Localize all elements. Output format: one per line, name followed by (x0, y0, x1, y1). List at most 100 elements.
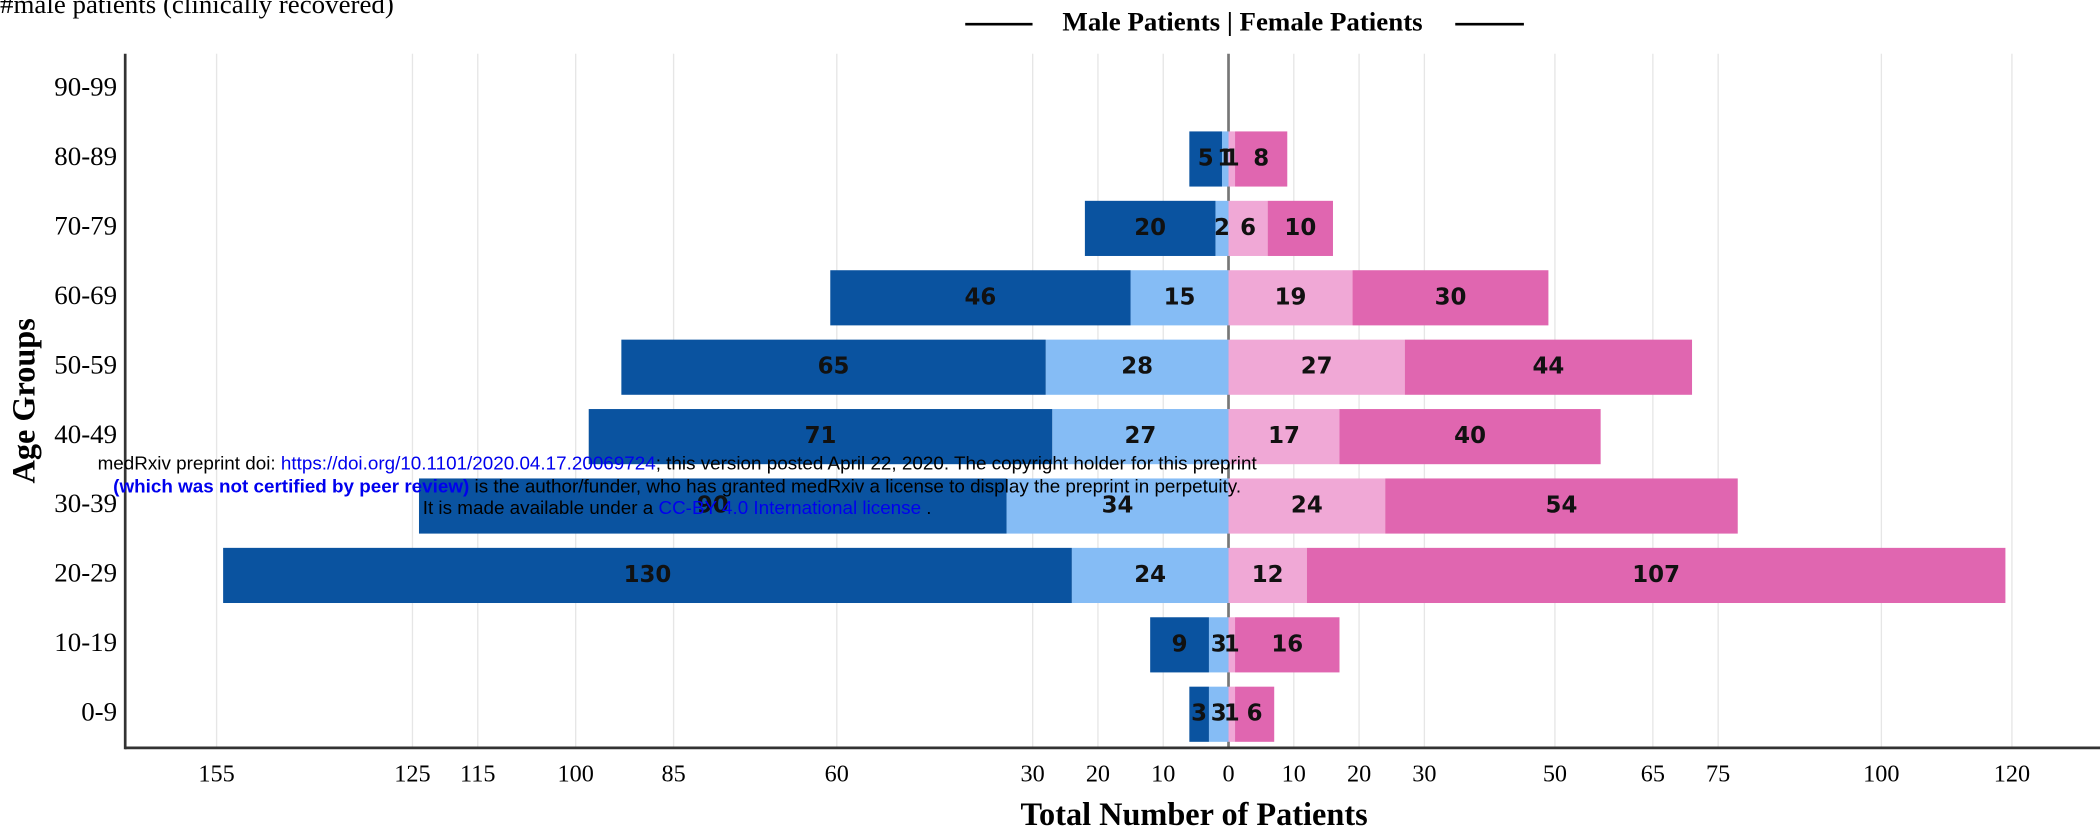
grid (215, 53, 2013, 748)
bar (1228, 478, 1386, 534)
bar-label: 3 (1211, 701, 1227, 727)
x-tick-label: 115 (460, 761, 495, 788)
x-tick-label: 20 (1086, 761, 1110, 788)
y-tick-label: 0-9 (81, 696, 117, 726)
x-tick-label: 65 (1641, 761, 1665, 788)
bar-label: 6 (1247, 701, 1263, 727)
bar-labels: 3324342728152139130907165462051112241727… (624, 145, 1680, 726)
bar (1084, 200, 1216, 256)
bar (1215, 200, 1229, 256)
bar-label: 17 (1268, 423, 1300, 449)
bar (1228, 131, 1236, 187)
y-tick-label: 90-99 (54, 72, 117, 102)
bar (1228, 339, 1405, 395)
x-tick-label: 100 (1863, 761, 1899, 788)
bar-label: 54 (1546, 493, 1578, 519)
bar-label: 107 (1632, 562, 1680, 588)
bar (621, 339, 1046, 395)
bar (1228, 409, 1340, 465)
license-link[interactable]: CC-BY 4.0 International license (658, 496, 922, 518)
bar (1208, 686, 1229, 742)
bar (1228, 270, 1353, 326)
bar-label: 24 (1291, 493, 1323, 519)
y-tick-label: 20-29 (54, 558, 117, 588)
bar-label: 3 (1191, 701, 1207, 727)
x-tick-label: 60 (825, 761, 849, 788)
bar-label: 9 (1172, 631, 1188, 657)
bar (1267, 200, 1333, 256)
chart-title: Male Patients | Female Patients (1062, 6, 1422, 36)
bar-label: 2 (1214, 215, 1230, 241)
bar-label: 8 (1253, 145, 1269, 171)
bar (1352, 270, 1549, 326)
bar-label: 71 (805, 423, 837, 449)
x-tick-label: 85 (661, 761, 685, 788)
bar (418, 478, 1007, 534)
watermark-text: . (921, 496, 932, 518)
watermark-text: It is made available under a (422, 496, 659, 518)
y-tick-label: 40-49 (54, 419, 117, 449)
watermark-line: (which was not certified by peer review)… (0, 475, 1354, 497)
bar (1052, 409, 1229, 465)
bar (223, 547, 1072, 604)
bar-label: 44 (1533, 354, 1565, 380)
bar-label: 90 (697, 493, 729, 519)
watermark-text: medRxiv preprint doi: (97, 451, 281, 474)
bar (1228, 617, 1236, 673)
bar (1130, 270, 1229, 326)
y-tick-label: 80-89 (54, 141, 117, 171)
bar-label: 16 (1271, 631, 1303, 657)
bar-label: 10 (1284, 215, 1316, 241)
bar (1228, 686, 1236, 742)
annotation: #male patients (clinically recovered) (0, 0, 394, 19)
y-tick-label: 30-39 (54, 488, 117, 518)
x-tick-label: 125 (394, 761, 430, 788)
bar-label: 28 (1121, 354, 1153, 380)
bar (830, 270, 1131, 326)
bar (1150, 617, 1209, 673)
bar-label: 20 (1134, 215, 1166, 241)
watermark-line: medRxiv preprint doi: https://doi.org/10… (0, 452, 1354, 474)
bar-label: 27 (1301, 354, 1333, 380)
x-tick-label: 75 (1706, 761, 1730, 788)
y-tick-label: 50-59 (54, 349, 117, 379)
x-tick-label: 30 (1412, 761, 1436, 788)
bar (1208, 617, 1229, 673)
bar (1221, 131, 1229, 187)
watermark-text: (which was not certified by peer review) (113, 474, 470, 497)
bar (1189, 131, 1222, 187)
bar (1306, 547, 2006, 604)
bar (1339, 409, 1601, 465)
bar-label: 1 (1224, 701, 1240, 727)
bar-label: 30 (1435, 284, 1467, 310)
x-tick-label: 100 (557, 761, 593, 788)
bars (223, 131, 2006, 742)
x-tick-label: 155 (198, 761, 234, 788)
bar-label: 1 (1217, 145, 1233, 171)
bar-label: 130 (624, 562, 672, 588)
x-tick-label: 10 (1282, 761, 1306, 788)
watermark-text: is the author/funder, who has granted me… (469, 474, 1242, 497)
y-tick-label: 70-79 (54, 211, 117, 241)
watermark-text: ; this version posted April 22, 2020. Th… (655, 451, 1257, 474)
bar (1404, 339, 1693, 395)
bar-label: 65 (818, 354, 850, 380)
x-tick-label: 10 (1151, 761, 1175, 788)
bar (1235, 617, 1340, 673)
doi-link[interactable]: https://doi.org/10.1101/2020.04.17.20069… (280, 451, 656, 474)
bar (1235, 686, 1275, 742)
bar-label: 1 (1224, 631, 1240, 657)
x-tick-label: 0 (1222, 761, 1234, 788)
bar (1228, 200, 1268, 256)
bar-label: 15 (1164, 284, 1196, 310)
bar-label: 12 (1252, 562, 1284, 588)
y-axis-label: Age Groups (5, 318, 41, 483)
y-tick-label: 10-19 (54, 627, 117, 657)
bar (1045, 339, 1229, 395)
x-tick-label: 50 (1543, 761, 1567, 788)
bar (1071, 547, 1229, 604)
bar-label: 46 (965, 284, 997, 310)
bar-label: 6 (1240, 215, 1256, 241)
bar-label: 24 (1134, 562, 1166, 588)
